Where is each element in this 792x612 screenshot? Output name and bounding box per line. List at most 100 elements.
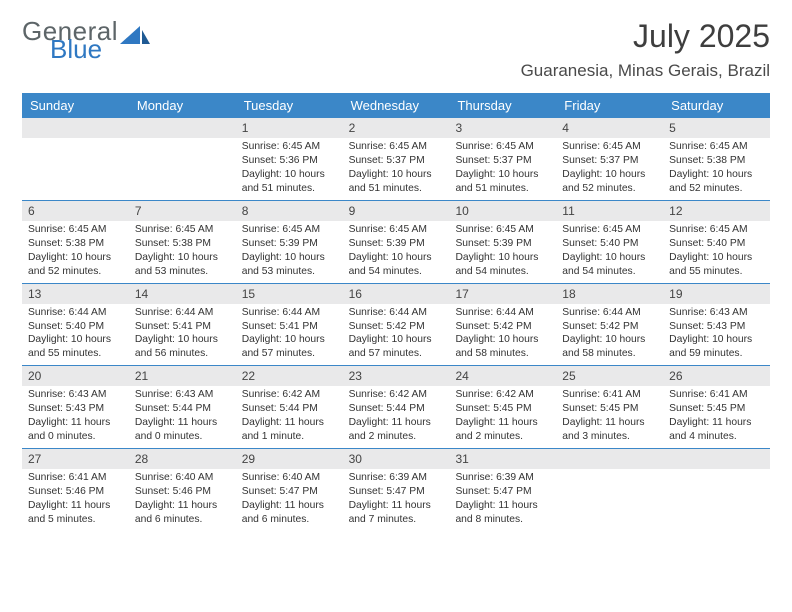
sunrise-line: Sunrise: 6:40 AM	[135, 471, 230, 485]
day-cell: 8Sunrise: 6:45 AMSunset: 5:39 PMDaylight…	[236, 201, 343, 283]
day-number: 19	[663, 284, 770, 304]
weekday-header: Wednesday	[343, 93, 450, 118]
sunset-line: Sunset: 5:40 PM	[28, 320, 123, 334]
day-body: Sunrise: 6:45 AMSunset: 5:38 PMDaylight:…	[129, 221, 236, 283]
daylight-line-2: and 6 minutes.	[242, 513, 337, 527]
day-number: 22	[236, 366, 343, 386]
daylight-line-2: and 53 minutes.	[242, 265, 337, 279]
sunset-line: Sunset: 5:44 PM	[135, 402, 230, 416]
day-cell	[556, 449, 663, 531]
sunset-line: Sunset: 5:37 PM	[455, 154, 550, 168]
daylight-line-2: and 52 minutes.	[562, 182, 657, 196]
daylight-line-2: and 57 minutes.	[242, 347, 337, 361]
day-body: Sunrise: 6:45 AMSunset: 5:38 PMDaylight:…	[22, 221, 129, 283]
sunset-line: Sunset: 5:45 PM	[455, 402, 550, 416]
daylight-line-2: and 54 minutes.	[455, 265, 550, 279]
sunrise-line: Sunrise: 6:45 AM	[562, 140, 657, 154]
daylight-line-1: Daylight: 10 hours	[562, 168, 657, 182]
day-number: 13	[22, 284, 129, 304]
daylight-line-1: Daylight: 11 hours	[562, 416, 657, 430]
daylight-line-1: Daylight: 11 hours	[349, 416, 444, 430]
day-cell: 18Sunrise: 6:44 AMSunset: 5:42 PMDayligh…	[556, 284, 663, 366]
daylight-line-1: Daylight: 10 hours	[455, 168, 550, 182]
day-body: Sunrise: 6:40 AMSunset: 5:46 PMDaylight:…	[129, 469, 236, 531]
day-cell: 17Sunrise: 6:44 AMSunset: 5:42 PMDayligh…	[449, 284, 556, 366]
daylight-line-1: Daylight: 11 hours	[455, 416, 550, 430]
day-cell	[129, 118, 236, 200]
daylight-line-1: Daylight: 10 hours	[349, 333, 444, 347]
daylight-line-1: Daylight: 10 hours	[28, 251, 123, 265]
daylight-line-2: and 57 minutes.	[349, 347, 444, 361]
sunset-line: Sunset: 5:47 PM	[242, 485, 337, 499]
sunrise-line: Sunrise: 6:44 AM	[28, 306, 123, 320]
weekday-header: Sunday	[22, 93, 129, 118]
day-cell: 31Sunrise: 6:39 AMSunset: 5:47 PMDayligh…	[449, 449, 556, 531]
day-number: 21	[129, 366, 236, 386]
daylight-line-2: and 6 minutes.	[135, 513, 230, 527]
day-cell: 23Sunrise: 6:42 AMSunset: 5:44 PMDayligh…	[343, 366, 450, 448]
daylight-line-1: Daylight: 10 hours	[455, 251, 550, 265]
day-number: 7	[129, 201, 236, 221]
day-cell: 22Sunrise: 6:42 AMSunset: 5:44 PMDayligh…	[236, 366, 343, 448]
sunrise-line: Sunrise: 6:41 AM	[562, 388, 657, 402]
daylight-line-2: and 4 minutes.	[669, 430, 764, 444]
sunset-line: Sunset: 5:38 PM	[28, 237, 123, 251]
day-body: Sunrise: 6:41 AMSunset: 5:46 PMDaylight:…	[22, 469, 129, 531]
day-number: 18	[556, 284, 663, 304]
daylight-line-2: and 0 minutes.	[28, 430, 123, 444]
daylight-line-2: and 53 minutes.	[135, 265, 230, 279]
day-body: Sunrise: 6:45 AMSunset: 5:37 PMDaylight:…	[343, 138, 450, 200]
sunrise-line: Sunrise: 6:45 AM	[455, 223, 550, 237]
sunrise-line: Sunrise: 6:41 AM	[669, 388, 764, 402]
daylight-line-1: Daylight: 10 hours	[669, 333, 764, 347]
sunset-line: Sunset: 5:41 PM	[242, 320, 337, 334]
day-cell: 7Sunrise: 6:45 AMSunset: 5:38 PMDaylight…	[129, 201, 236, 283]
day-cell: 9Sunrise: 6:45 AMSunset: 5:39 PMDaylight…	[343, 201, 450, 283]
day-body: Sunrise: 6:39 AMSunset: 5:47 PMDaylight:…	[449, 469, 556, 531]
daylight-line-2: and 5 minutes.	[28, 513, 123, 527]
day-cell: 19Sunrise: 6:43 AMSunset: 5:43 PMDayligh…	[663, 284, 770, 366]
day-body: Sunrise: 6:45 AMSunset: 5:40 PMDaylight:…	[663, 221, 770, 283]
day-body: Sunrise: 6:45 AMSunset: 5:39 PMDaylight:…	[449, 221, 556, 283]
sunrise-line: Sunrise: 6:43 AM	[669, 306, 764, 320]
sunset-line: Sunset: 5:44 PM	[242, 402, 337, 416]
daylight-line-2: and 7 minutes.	[349, 513, 444, 527]
daylight-line-2: and 58 minutes.	[562, 347, 657, 361]
daylight-line-2: and 59 minutes.	[669, 347, 764, 361]
sunrise-line: Sunrise: 6:45 AM	[135, 223, 230, 237]
daylight-line-1: Daylight: 10 hours	[669, 251, 764, 265]
daylight-line-1: Daylight: 11 hours	[28, 499, 123, 513]
daylight-line-2: and 54 minutes.	[349, 265, 444, 279]
day-cell: 5Sunrise: 6:45 AMSunset: 5:38 PMDaylight…	[663, 118, 770, 200]
daylight-line-1: Daylight: 10 hours	[135, 333, 230, 347]
day-cell	[663, 449, 770, 531]
day-body	[129, 138, 236, 144]
sunset-line: Sunset: 5:47 PM	[455, 485, 550, 499]
weekday-header: Saturday	[663, 93, 770, 118]
week-row: 1Sunrise: 6:45 AMSunset: 5:36 PMDaylight…	[22, 118, 770, 200]
sunrise-line: Sunrise: 6:44 AM	[242, 306, 337, 320]
daylight-line-2: and 52 minutes.	[28, 265, 123, 279]
sunset-line: Sunset: 5:38 PM	[135, 237, 230, 251]
sunset-line: Sunset: 5:42 PM	[349, 320, 444, 334]
day-cell: 11Sunrise: 6:45 AMSunset: 5:40 PMDayligh…	[556, 201, 663, 283]
daylight-line-2: and 2 minutes.	[455, 430, 550, 444]
sunrise-line: Sunrise: 6:44 AM	[135, 306, 230, 320]
day-body: Sunrise: 6:45 AMSunset: 5:36 PMDaylight:…	[236, 138, 343, 200]
header: General Blue July 2025 Guaranesia, Minas…	[22, 18, 770, 81]
daylight-line-2: and 51 minutes.	[455, 182, 550, 196]
day-cell: 16Sunrise: 6:44 AMSunset: 5:42 PMDayligh…	[343, 284, 450, 366]
daylight-line-1: Daylight: 11 hours	[455, 499, 550, 513]
daylight-line-2: and 3 minutes.	[562, 430, 657, 444]
day-cell: 10Sunrise: 6:45 AMSunset: 5:39 PMDayligh…	[449, 201, 556, 283]
day-body: Sunrise: 6:40 AMSunset: 5:47 PMDaylight:…	[236, 469, 343, 531]
daylight-line-1: Daylight: 11 hours	[135, 416, 230, 430]
day-body: Sunrise: 6:44 AMSunset: 5:40 PMDaylight:…	[22, 304, 129, 366]
day-number: 17	[449, 284, 556, 304]
sunrise-line: Sunrise: 6:39 AM	[349, 471, 444, 485]
sunset-line: Sunset: 5:46 PM	[135, 485, 230, 499]
logo-text: General Blue	[22, 18, 118, 62]
day-cell: 28Sunrise: 6:40 AMSunset: 5:46 PMDayligh…	[129, 449, 236, 531]
day-body: Sunrise: 6:44 AMSunset: 5:41 PMDaylight:…	[236, 304, 343, 366]
sunrise-line: Sunrise: 6:43 AM	[28, 388, 123, 402]
